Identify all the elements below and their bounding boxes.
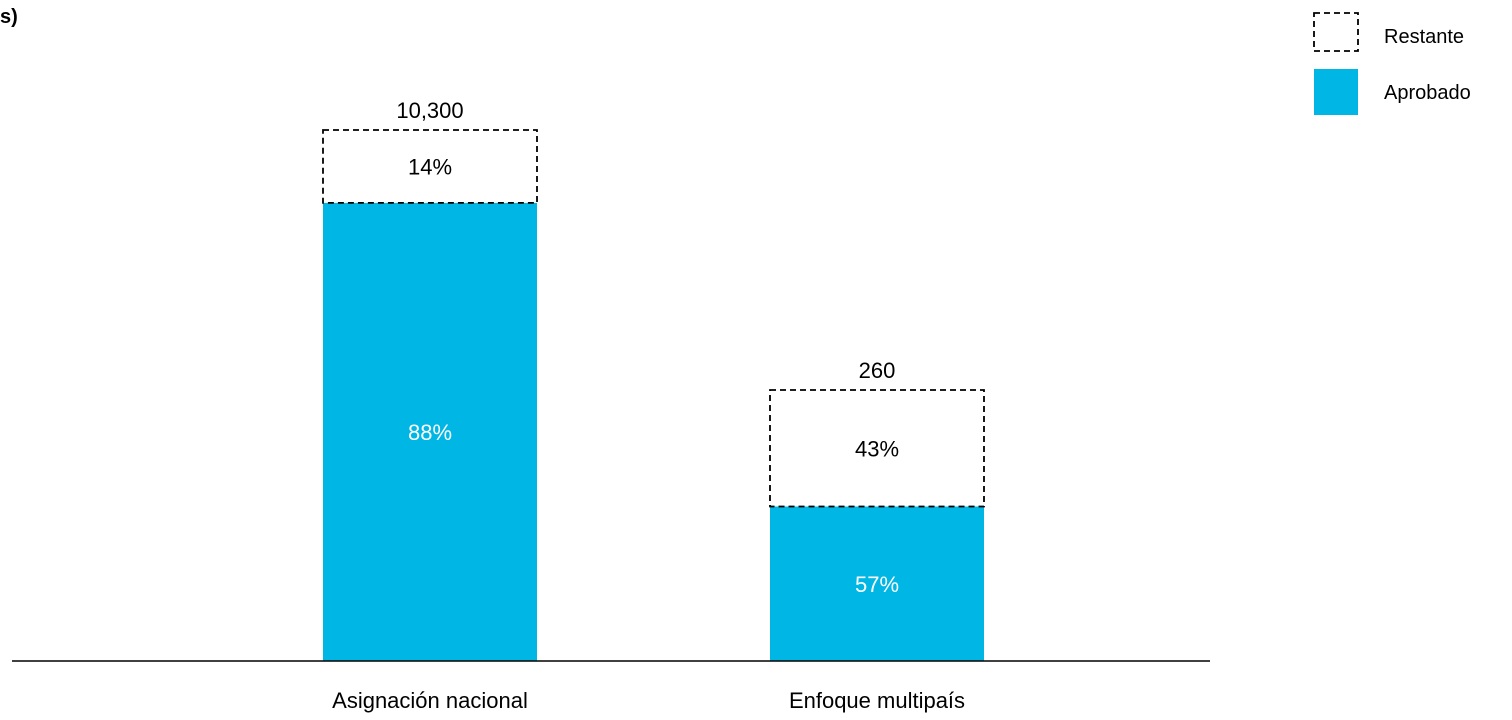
bars-layer xyxy=(322,129,985,661)
legend-label: Restante xyxy=(1384,26,1464,48)
total-label: 260 xyxy=(859,358,896,383)
data-label-restante: 14% xyxy=(408,154,452,179)
legend-swatch-aprobado xyxy=(1314,69,1358,115)
category-label: Enfoque multipaís xyxy=(789,688,965,713)
total-label: 10,300 xyxy=(396,98,463,123)
data-label-aprobado: 57% xyxy=(855,572,899,597)
bar-segment-aprobado xyxy=(770,506,984,661)
legend: Restante Aprobado xyxy=(1313,12,1471,115)
data-label-aprobado: 88% xyxy=(408,420,452,445)
legend-swatch-restante xyxy=(1313,12,1359,52)
bar-segment-restante xyxy=(769,389,985,508)
corner-title-fragment: s) xyxy=(0,6,18,28)
bar-segment-aprobado xyxy=(323,202,537,661)
bar-segment-restante xyxy=(322,129,538,204)
legend-label: Aprobado xyxy=(1384,82,1471,104)
data-label-restante: 43% xyxy=(855,436,899,461)
category-label: Asignación nacional xyxy=(332,688,528,713)
labels-layer: 88% 14% 10,300 Asignación nacional 57% 43% 260… xyxy=(332,98,965,713)
